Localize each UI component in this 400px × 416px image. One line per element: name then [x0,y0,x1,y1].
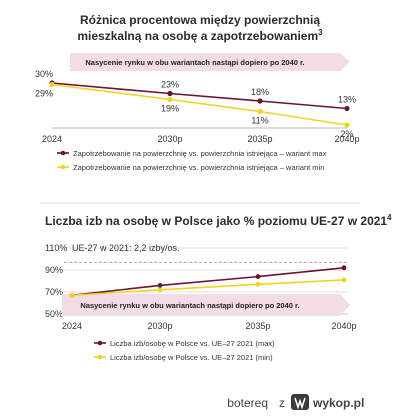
chart2-data-point [157,287,163,293]
chart2-series [69,265,347,298]
chart2-x-tick-label: 2035p [245,321,270,331]
chart2-data-point [157,283,163,288]
chart1-x-tick-label: 2035p [247,134,272,144]
chart1-series [49,80,350,128]
chart1-legend: Zapotrzebowanie na powierzchnię vs. powi… [57,149,327,172]
chart1-data-point [257,108,263,115]
chart2-x-tick-label: 2040p [331,321,356,331]
chart2-y-ticks: 50% 70% 90% 110% [45,243,67,319]
chart2-annotation-banner [62,294,350,316]
chart2-legend-label: Liczba izb/osobę w Polsce vs. UE–27 2021… [110,339,275,348]
chart2-y-tick-label: 70% [45,287,63,297]
footer-separator: z [279,396,285,410]
chart2-data-point [341,265,347,271]
chart2-y-tick-label: 90% [45,265,63,275]
chart1-data-label: 30% [35,69,53,79]
chart2-x-ticks: 2024 2030p 2035p 2040p [62,321,357,331]
footer-user[interactable]: botereq [227,396,268,410]
chart1-data-point [257,98,263,104]
chart1-legend-marker [60,164,66,170]
chart1-series-line [51,83,348,126]
footer-site[interactable]: wykop.pl [312,396,364,410]
chart1-data-labels: 30% 23% 18% 13% 29% 19% 11% 2% [35,69,356,139]
chart1-data-label: 2% [340,129,353,139]
chart2-y-tick-label: 110% [45,243,67,253]
chart2-title: Liczba izb na osobę w Polsce jako % pozi… [45,213,392,228]
chart1-data-label: 23% [161,80,179,90]
chart2-series-line [71,279,345,297]
chart1-data-point [344,122,350,128]
chart1-legend-label: Zapotrzebowanie na powierzchnię vs. powi… [73,149,327,158]
chart1-data-point [167,96,173,103]
chart2-x-tick-label: 2024 [62,321,82,331]
chart2-legend-marker [97,354,103,360]
chart1-data-point [167,90,173,97]
chart1-data-point [344,105,350,112]
chart2-annotation-text: Nasycenie rynku w obu wariantach nastąpi… [80,301,299,310]
chart2-data-point [255,281,261,287]
chart1-legend-label: Zapotrzebowanie na powierzchnię vs. powi… [73,163,324,172]
chart1-legend-marker [60,150,66,156]
chart1-data-label: 19% [161,104,179,114]
chart2-data-point [255,274,261,279]
wykop-logo-icon [291,394,309,410]
chart2-y-tick-label: 50% [45,309,63,319]
chart1-series-line [51,82,348,110]
footer-watermark: botereq z wykop.pl [227,394,364,410]
chart1-annotation-text: Nasycenie rynku w obu wariantach nastąpi… [85,58,304,67]
chart2: Liczba izb na osobę w Polsce jako % pozi… [45,213,392,362]
chart1-data-label: 18% [251,87,269,97]
chart1-annotation-banner [70,53,350,71]
chart2-reference-label: UE-27 w 2021: 2,2 izby/os. [72,243,180,253]
chart2-x-tick-label: 2030p [147,321,172,331]
chart2-data-point [69,292,75,298]
chart1-data-label: 13% [338,95,356,105]
chart1-title-line1: Różnica procentowa między powierzchnią [80,13,320,27]
chart1: Różnica procentowa między powierzchnią m… [35,13,360,172]
chart2-legend-label: Liczba izb/osobę w Polsce vs. UE–27 2021… [110,353,273,362]
chart2-data-point [341,277,347,283]
chart2-series-line [71,267,345,297]
chart1-data-point [49,81,55,88]
chart1-x-tick-label: 2024 [42,134,62,144]
chart1-x-tick-label: 2030p [157,134,182,144]
chart1-x-tick-label: 2040p [334,134,359,144]
chart2-legend-marker [97,340,103,346]
chart1-x-ticks: 2024 2030p 2035p 2040p [42,134,360,144]
chart2-legend: Liczba izb/osobę w Polsce vs. UE–27 2021… [94,339,275,362]
chart1-data-label: 11% [251,116,268,126]
chart1-title-line2: mieszkalną na osobę a zapotrzebowaniem3 [77,28,323,43]
chart1-data-label: 29% [35,89,53,99]
